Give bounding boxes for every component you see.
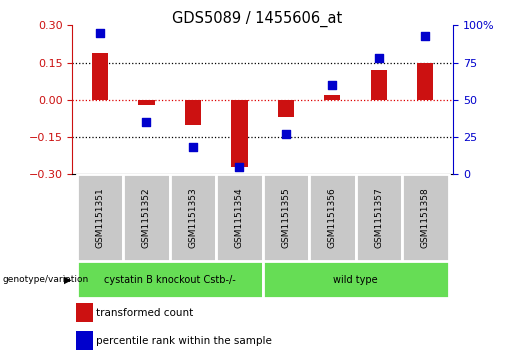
- Bar: [324, 95, 340, 100]
- Bar: [417, 62, 434, 100]
- Bar: [355, 174, 402, 261]
- Bar: [263, 174, 309, 261]
- Bar: [216, 174, 263, 261]
- Point: [421, 33, 430, 39]
- Bar: [170, 174, 216, 261]
- Text: genotype/variation: genotype/variation: [3, 275, 89, 284]
- Text: GSM1151357: GSM1151357: [374, 187, 383, 248]
- Bar: [402, 174, 449, 261]
- Bar: [263, 261, 449, 298]
- Bar: [185, 100, 201, 125]
- Point: [235, 164, 244, 170]
- Text: GSM1151351: GSM1151351: [95, 187, 105, 248]
- Text: percentile rank within the sample: percentile rank within the sample: [96, 336, 271, 346]
- Bar: [278, 100, 294, 117]
- Bar: [139, 100, 154, 105]
- Bar: [309, 174, 355, 261]
- Text: GSM1151355: GSM1151355: [281, 187, 290, 248]
- Text: GSM1151358: GSM1151358: [421, 187, 430, 248]
- Text: GSM1151353: GSM1151353: [188, 187, 197, 248]
- Text: cystatin B knockout Cstb-/-: cystatin B knockout Cstb-/-: [104, 274, 235, 285]
- Bar: [123, 174, 170, 261]
- Point: [96, 30, 104, 36]
- Point: [142, 119, 150, 125]
- Point: [375, 55, 383, 61]
- Text: GSM1151356: GSM1151356: [328, 187, 337, 248]
- Text: ▶: ▶: [64, 274, 72, 285]
- Bar: [76, 331, 93, 350]
- Text: GSM1151352: GSM1151352: [142, 187, 151, 248]
- Bar: [77, 174, 123, 261]
- Bar: [77, 261, 263, 298]
- Text: GDS5089 / 1455606_at: GDS5089 / 1455606_at: [173, 11, 342, 27]
- Point: [282, 131, 290, 137]
- Bar: [76, 303, 93, 322]
- Bar: [231, 100, 248, 167]
- Text: wild type: wild type: [333, 274, 378, 285]
- Bar: [92, 53, 108, 100]
- Text: GSM1151354: GSM1151354: [235, 187, 244, 248]
- Point: [189, 144, 197, 150]
- Bar: [371, 70, 387, 100]
- Text: transformed count: transformed count: [96, 308, 193, 318]
- Point: [328, 82, 336, 88]
